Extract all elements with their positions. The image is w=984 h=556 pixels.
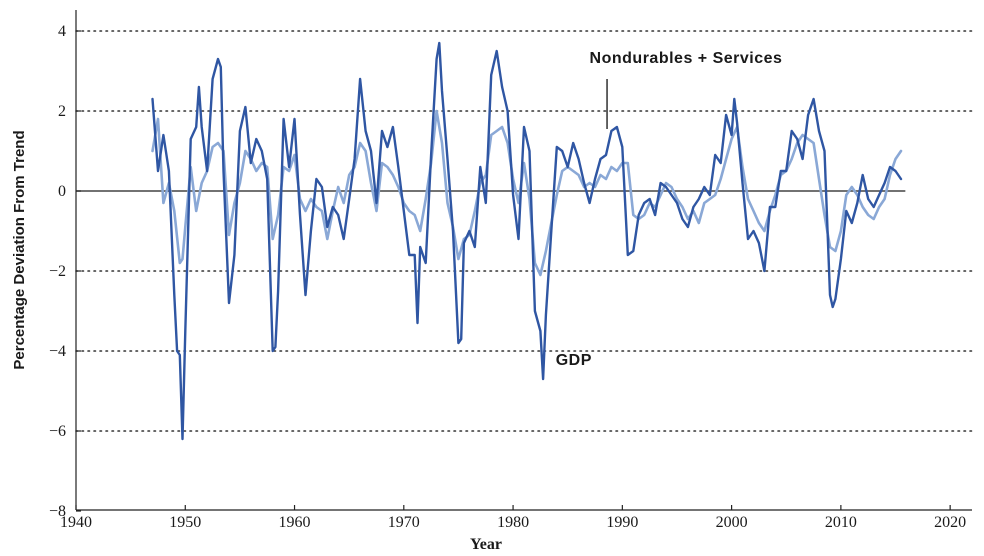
x-tick-label: 1970 — [388, 514, 420, 531]
x-tick-label: 1960 — [279, 514, 311, 531]
x-tick-label: 1940 — [60, 514, 92, 531]
y-tick-label: −2 — [49, 263, 66, 280]
y-tick-label: 0 — [58, 183, 66, 200]
annotation-gdp: GDP — [556, 352, 592, 369]
x-tick-label: 1950 — [169, 514, 201, 531]
x-tick-label: 1980 — [497, 514, 529, 531]
x-tick-label: 2020 — [934, 514, 966, 531]
y-tick-label: 2 — [58, 103, 66, 120]
x-tick-label: 1990 — [606, 514, 638, 531]
series-layer — [151, 41, 903, 441]
y-axis-title: Percentage Deviation From Trend — [11, 130, 28, 369]
gridlines — [75, 30, 973, 432]
x-axis-title: Year — [470, 536, 502, 553]
x-tick-label: 2000 — [716, 514, 748, 531]
x-tick-labels: 1940 1950 1960 1970 1980 1990 2000 2010 2020 — [60, 505, 966, 531]
y-tick-label: −8 — [49, 503, 66, 520]
y-tick-label: 4 — [58, 23, 66, 40]
x-tick-label: 2010 — [825, 514, 857, 531]
series-nondurables-services-line — [151, 109, 903, 277]
y-tick-label: −4 — [49, 343, 66, 360]
series-gdp-line — [151, 41, 903, 441]
y-tick-label: −6 — [49, 423, 66, 440]
annotation-nondurables-services: Nondurables + Services — [590, 50, 783, 67]
axes — [75, 10, 972, 511]
y-tick-labels: 4 2 0 −2 −4 −6 −8 — [49, 23, 81, 520]
